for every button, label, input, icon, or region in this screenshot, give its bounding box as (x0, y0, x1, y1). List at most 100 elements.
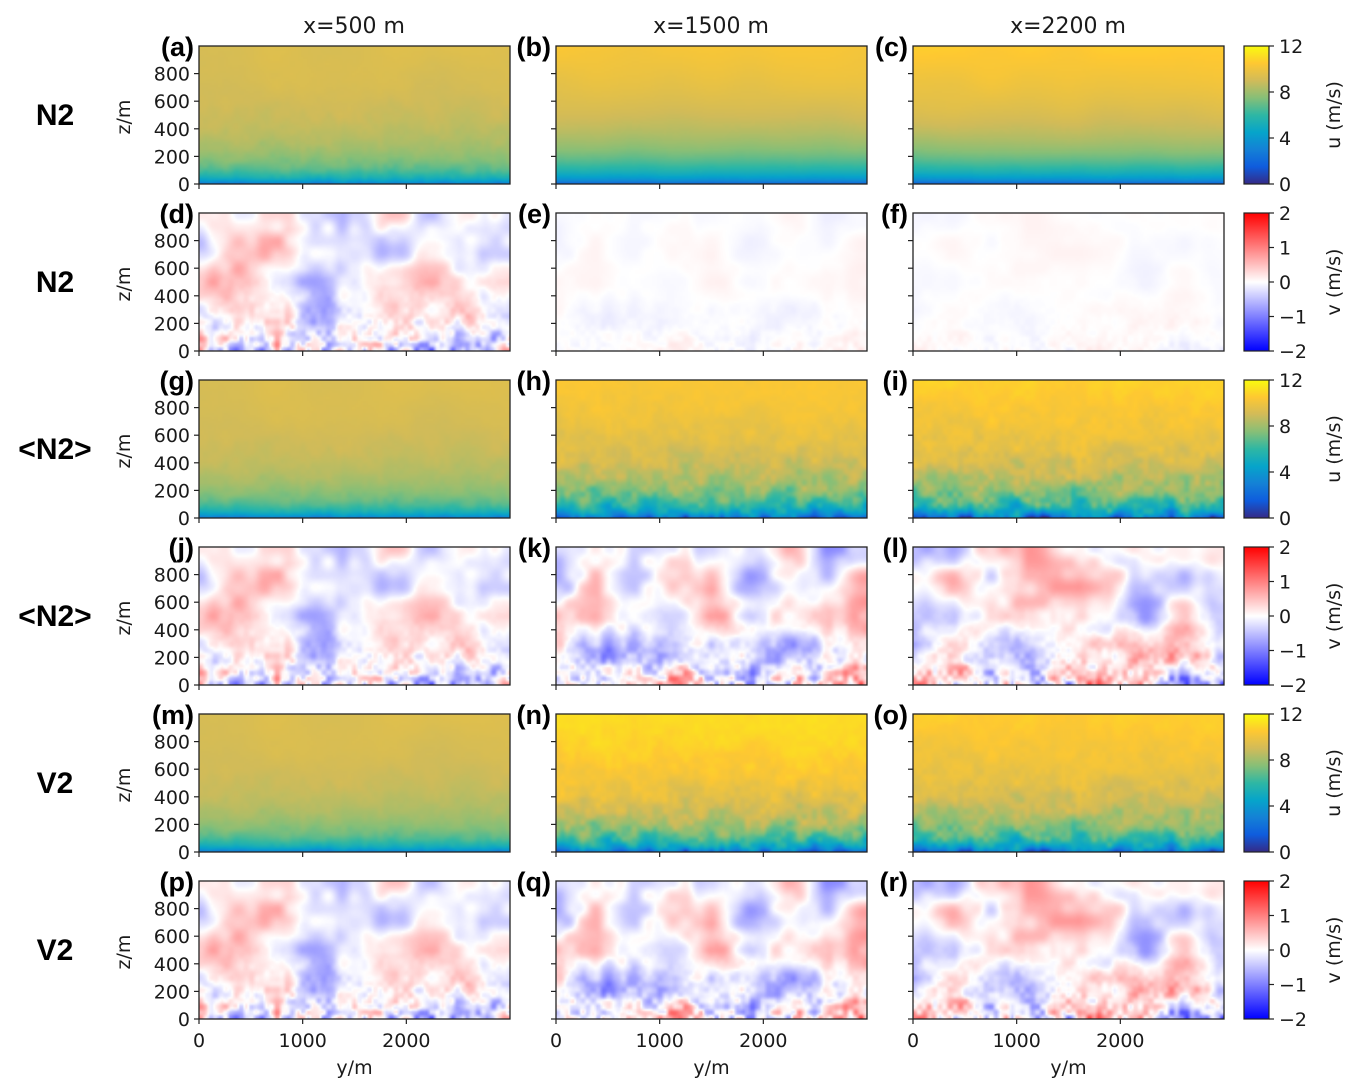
colorbar-label: v (m/s) (1323, 249, 1345, 316)
y-tick-label: 400 (154, 620, 190, 642)
panel-h: (h) (517, 366, 868, 523)
x-axis-label: y/m (1050, 1057, 1086, 1079)
panel-letter: (r) (880, 867, 909, 897)
y-axis-label: z/m (113, 100, 135, 135)
panel-a: 0 200 400 600 800 z/m (a) (113, 32, 511, 196)
colorbar-tick-label: 8 (1279, 82, 1291, 104)
colorbar-tick-label: −1 (1279, 641, 1307, 663)
heatmap-c (913, 46, 1224, 184)
panel-b: (b) (517, 32, 868, 189)
row-label: N2 (36, 266, 74, 299)
y-tick-label: 400 (154, 119, 190, 141)
panel-frame (555, 713, 868, 853)
colorbar-gradient (1243, 713, 1270, 853)
colorbar-tick-label: −1 (1279, 307, 1307, 329)
colorbar-gradient (1243, 212, 1270, 352)
panel-c: (c) (875, 32, 1225, 189)
colorbar-tick-label: 2 (1279, 537, 1291, 559)
panel-q: 0 1000 2000 (q) (517, 867, 868, 1052)
panel-letter: (l) (883, 533, 908, 563)
x-axis-label: y/m (336, 1057, 372, 1079)
colorbar-tick-label: 4 (1279, 462, 1291, 484)
row-label: V2 (37, 767, 74, 800)
heatmap-q (556, 881, 867, 1019)
panel-frame (555, 379, 868, 519)
heatmap-k (556, 547, 867, 685)
heatmap-g (199, 380, 510, 518)
y-tick-label: 0 (178, 1009, 190, 1031)
panel-o: (o) (874, 700, 1225, 857)
x-tick-label: 0 (907, 1030, 919, 1052)
panel-l: (l) (883, 533, 1225, 690)
panel-letter: (q) (517, 867, 551, 897)
y-tick-label: 200 (154, 146, 190, 168)
x-axis-label: y/m (693, 1057, 729, 1079)
panel-frame (555, 212, 868, 352)
heatmap-f (913, 213, 1224, 351)
heatmap-n (556, 714, 867, 852)
colorbar-label: v (m/s) (1323, 583, 1345, 650)
colorbar-label: u (m/s) (1323, 81, 1345, 149)
panel-frame (912, 546, 1225, 686)
y-tick-label: 200 (154, 814, 190, 836)
y-tick-label: 600 (154, 258, 190, 280)
y-tick-label: 0 (178, 174, 190, 196)
colorbar-tick-label: 0 (1279, 508, 1291, 530)
panel-m: 0 200 400 600 800 z/m (m) (113, 700, 511, 864)
colorbar-v: −2 −1 0 1 2 v (m/s) (1243, 537, 1345, 697)
y-tick-label: 0 (178, 675, 190, 697)
heatmap-r (913, 881, 1224, 1019)
heatmap-p (199, 881, 510, 1019)
y-tick-label: 600 (154, 91, 190, 113)
x-tick-label: 2000 (382, 1030, 430, 1052)
panel-letter: (d) (160, 199, 194, 229)
heatmap-d (199, 213, 510, 351)
y-tick-label: 800 (154, 565, 190, 587)
heatmap-i (913, 380, 1224, 518)
y-tick-label: 600 (154, 926, 190, 948)
x-tick-label: 1000 (635, 1030, 683, 1052)
column-title: x=1500 m (653, 14, 769, 39)
row-label: N2 (36, 99, 74, 132)
x-tick-label: 2000 (739, 1030, 787, 1052)
panel-r: 0 1000 2000 (r) (880, 867, 1225, 1052)
colorbar-u: 0 4 8 12 u (m/s) (1243, 370, 1345, 530)
colorbar-tick-label: 4 (1279, 128, 1291, 150)
panel-i: (i) (883, 366, 1225, 523)
colorbar-tick-label: −2 (1279, 1009, 1307, 1031)
colorbar-u: 0 4 8 12 u (m/s) (1243, 36, 1345, 196)
colorbar-tick-label: −2 (1279, 341, 1307, 363)
colorbar-gradient (1243, 379, 1270, 519)
panel-frame (912, 212, 1225, 352)
colorbar-tick-label: 1 (1279, 906, 1291, 928)
colorbar-tick-label: 2 (1279, 203, 1291, 225)
x-tick-label: 0 (193, 1030, 205, 1052)
column-title: x=500 m (303, 14, 405, 39)
y-tick-label: 800 (154, 899, 190, 921)
x-tick-label: 2000 (1096, 1030, 1144, 1052)
panel-letter: (g) (160, 366, 194, 396)
heatmap-o (913, 714, 1224, 852)
colorbar-tick-label: 12 (1279, 704, 1303, 726)
colorbar-gradient (1243, 880, 1270, 1020)
colorbar-tick-label: 1 (1279, 238, 1291, 260)
y-tick-label: 800 (154, 398, 190, 420)
panel-letter: (j) (169, 533, 194, 563)
colorbar-tick-label: 0 (1279, 842, 1291, 864)
panel-g: 0 200 400 600 800 z/m (g) (113, 366, 511, 530)
y-tick-label: 200 (154, 313, 190, 335)
colorbar-gradient (1243, 546, 1270, 686)
colorbar-label: v (m/s) (1323, 917, 1345, 984)
panel-frame (198, 546, 511, 686)
panel-frame (555, 546, 868, 686)
colorbar-gradient (1243, 45, 1270, 185)
colorbar-tick-label: 8 (1279, 416, 1291, 438)
panel-d: 0 200 400 600 800 z/m (d) (113, 199, 511, 363)
y-axis-label: z/m (113, 601, 135, 636)
colorbar-tick-label: 0 (1279, 174, 1291, 196)
panel-letter: (o) (874, 700, 908, 730)
panel-frame (198, 45, 511, 185)
y-tick-label: 0 (178, 508, 190, 530)
colorbar-tick-label: −1 (1279, 975, 1307, 997)
